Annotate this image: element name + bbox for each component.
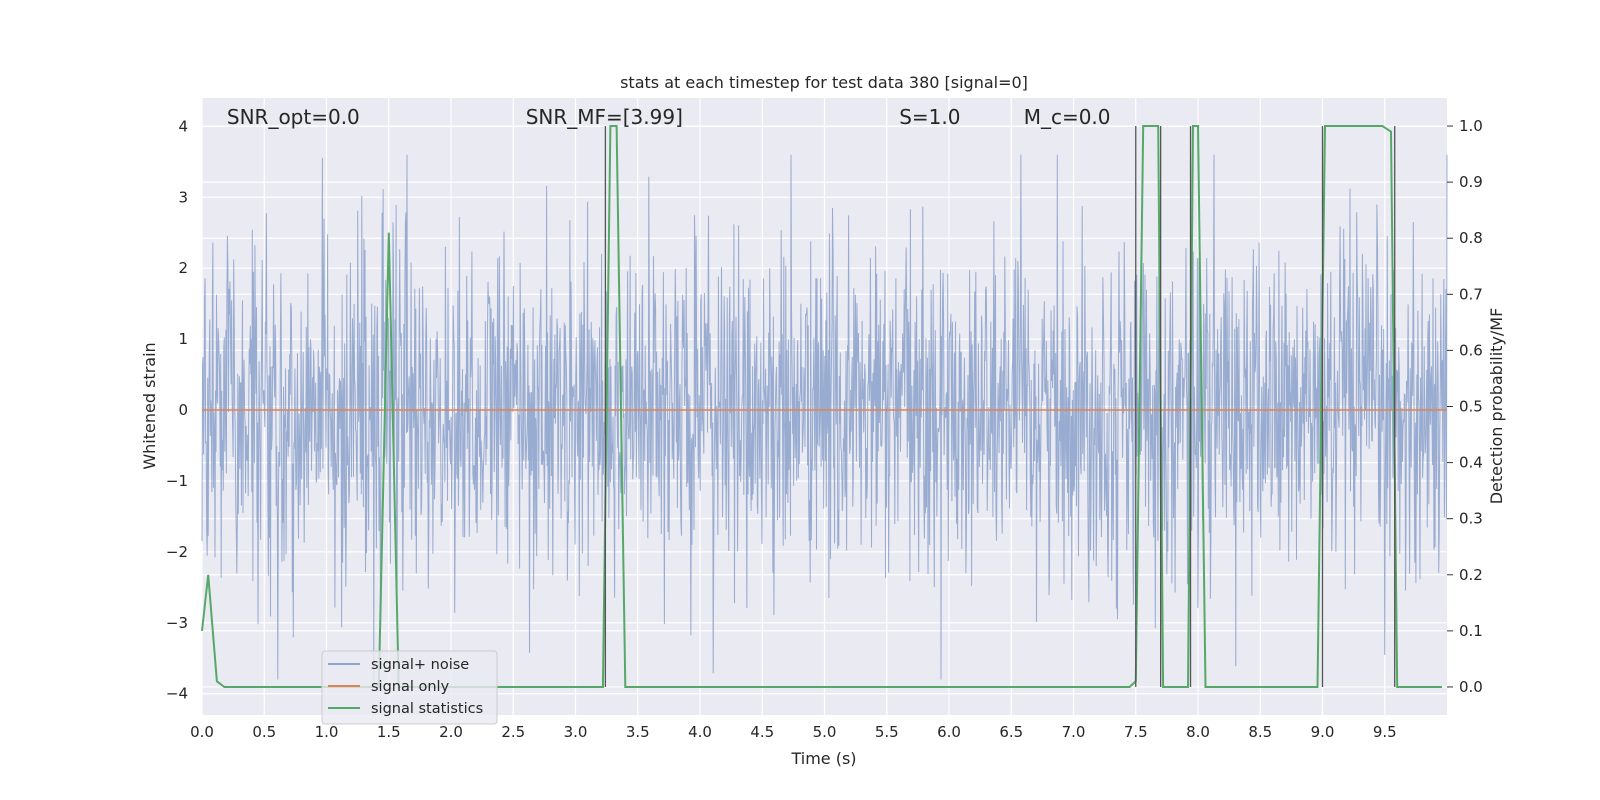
x-tick-label: 2.5 — [501, 723, 525, 741]
x-tick-label: 5.5 — [875, 723, 899, 741]
y-axis-label: Whitened strain — [140, 342, 159, 469]
x-tick-label: 7.5 — [1124, 723, 1148, 741]
legend-label-statistics: signal statistics — [371, 701, 483, 717]
x-tick-label: 3.5 — [626, 723, 650, 741]
x-tick-label: 5.0 — [813, 723, 837, 741]
y-right-tick-label: 0.5 — [1459, 398, 1483, 416]
y-tick-label: −3 — [166, 614, 188, 632]
y-right-tick-label: 0.1 — [1459, 622, 1483, 640]
y-tick-label: 4 — [178, 117, 188, 135]
y-right-tick-label: 0.9 — [1459, 173, 1483, 191]
x-tick-label: 9.0 — [1311, 723, 1335, 741]
annotation: S=1.0 — [899, 105, 960, 129]
x-tick-label: 7.0 — [1062, 723, 1086, 741]
x-tick-label: 3.0 — [564, 723, 588, 741]
legend: signal+ noise signal only signal statist… — [321, 650, 498, 725]
y-axis-ticks: −4 −3 −2 −1 0 1 2 3 4 — [166, 117, 188, 702]
x-tick-label: 4.5 — [750, 723, 774, 741]
y-right-tick-label: 0.6 — [1459, 341, 1483, 359]
y-tick-label: −4 — [166, 685, 188, 703]
annotation: M_c=0.0 — [1024, 105, 1111, 129]
x-tick-label: 8.0 — [1186, 723, 1210, 741]
y-right-tick-label: 1.0 — [1459, 117, 1483, 135]
y-right-axis-label: Detection probability/MF — [1487, 308, 1506, 505]
y-tick-label: 0 — [178, 401, 188, 419]
series-signal-statistics — [201, 125, 1442, 688]
x-tick-label: 4.0 — [688, 723, 712, 741]
y-tick-label: 1 — [178, 330, 188, 348]
y-right-axis-ticks: 0.0 0.1 0.2 0.3 0.4 0.5 0.6 0.7 0.8 0.9 1.0 — [1447, 117, 1483, 696]
series-signal-noise — [201, 154, 1448, 680]
x-tick-label: 8.5 — [1248, 723, 1272, 741]
annotations: SNR_opt=0.0 SNR_MF=[3.99] S=1.0 M_c=0.0 — [227, 105, 1111, 129]
legend-label-signal: signal only — [371, 679, 450, 695]
x-axis-label: Time (s) — [790, 749, 856, 768]
y-right-tick-label: 0.7 — [1459, 285, 1483, 303]
y-right-tick-label: 0.4 — [1459, 454, 1483, 472]
y-right-tick-label: 0.2 — [1459, 566, 1483, 584]
x-axis-ticks: 0.0 0.5 1.0 1.5 2.0 2.5 3.0 3.5 4.0 4.5 5.0 5.5 6.0 6… — [190, 723, 1397, 741]
annotation: SNR_MF=[3.99] — [526, 105, 683, 129]
y-right-tick-label: 0.0 — [1459, 678, 1483, 696]
x-tick-label: 1.0 — [315, 723, 339, 741]
x-tick-label: 0.0 — [190, 723, 214, 741]
x-tick-label: 2.0 — [439, 723, 463, 741]
x-tick-label: 6.5 — [999, 723, 1023, 741]
chart-title: stats at each timestep for test data 380… — [620, 73, 1028, 92]
statistics-line — [201, 125, 1442, 688]
y-tick-label: −2 — [166, 543, 188, 561]
vertical-markers — [604, 126, 1396, 687]
y-right-tick-label: 0.8 — [1459, 229, 1483, 247]
y-right-tick-label: 0.3 — [1459, 510, 1483, 528]
annotation: SNR_opt=0.0 — [227, 105, 360, 129]
x-tick-label: 1.5 — [377, 723, 401, 741]
x-tick-label: 9.5 — [1373, 723, 1397, 741]
x-tick-label: 0.5 — [252, 723, 276, 741]
y-tick-label: −1 — [166, 472, 188, 490]
y-tick-label: 3 — [178, 188, 188, 206]
legend-label-noise: signal+ noise — [371, 657, 469, 673]
noise-trace — [201, 154, 1448, 680]
y-tick-label: 2 — [178, 259, 188, 277]
x-tick-label: 6.0 — [937, 723, 961, 741]
legend-box — [321, 650, 498, 725]
